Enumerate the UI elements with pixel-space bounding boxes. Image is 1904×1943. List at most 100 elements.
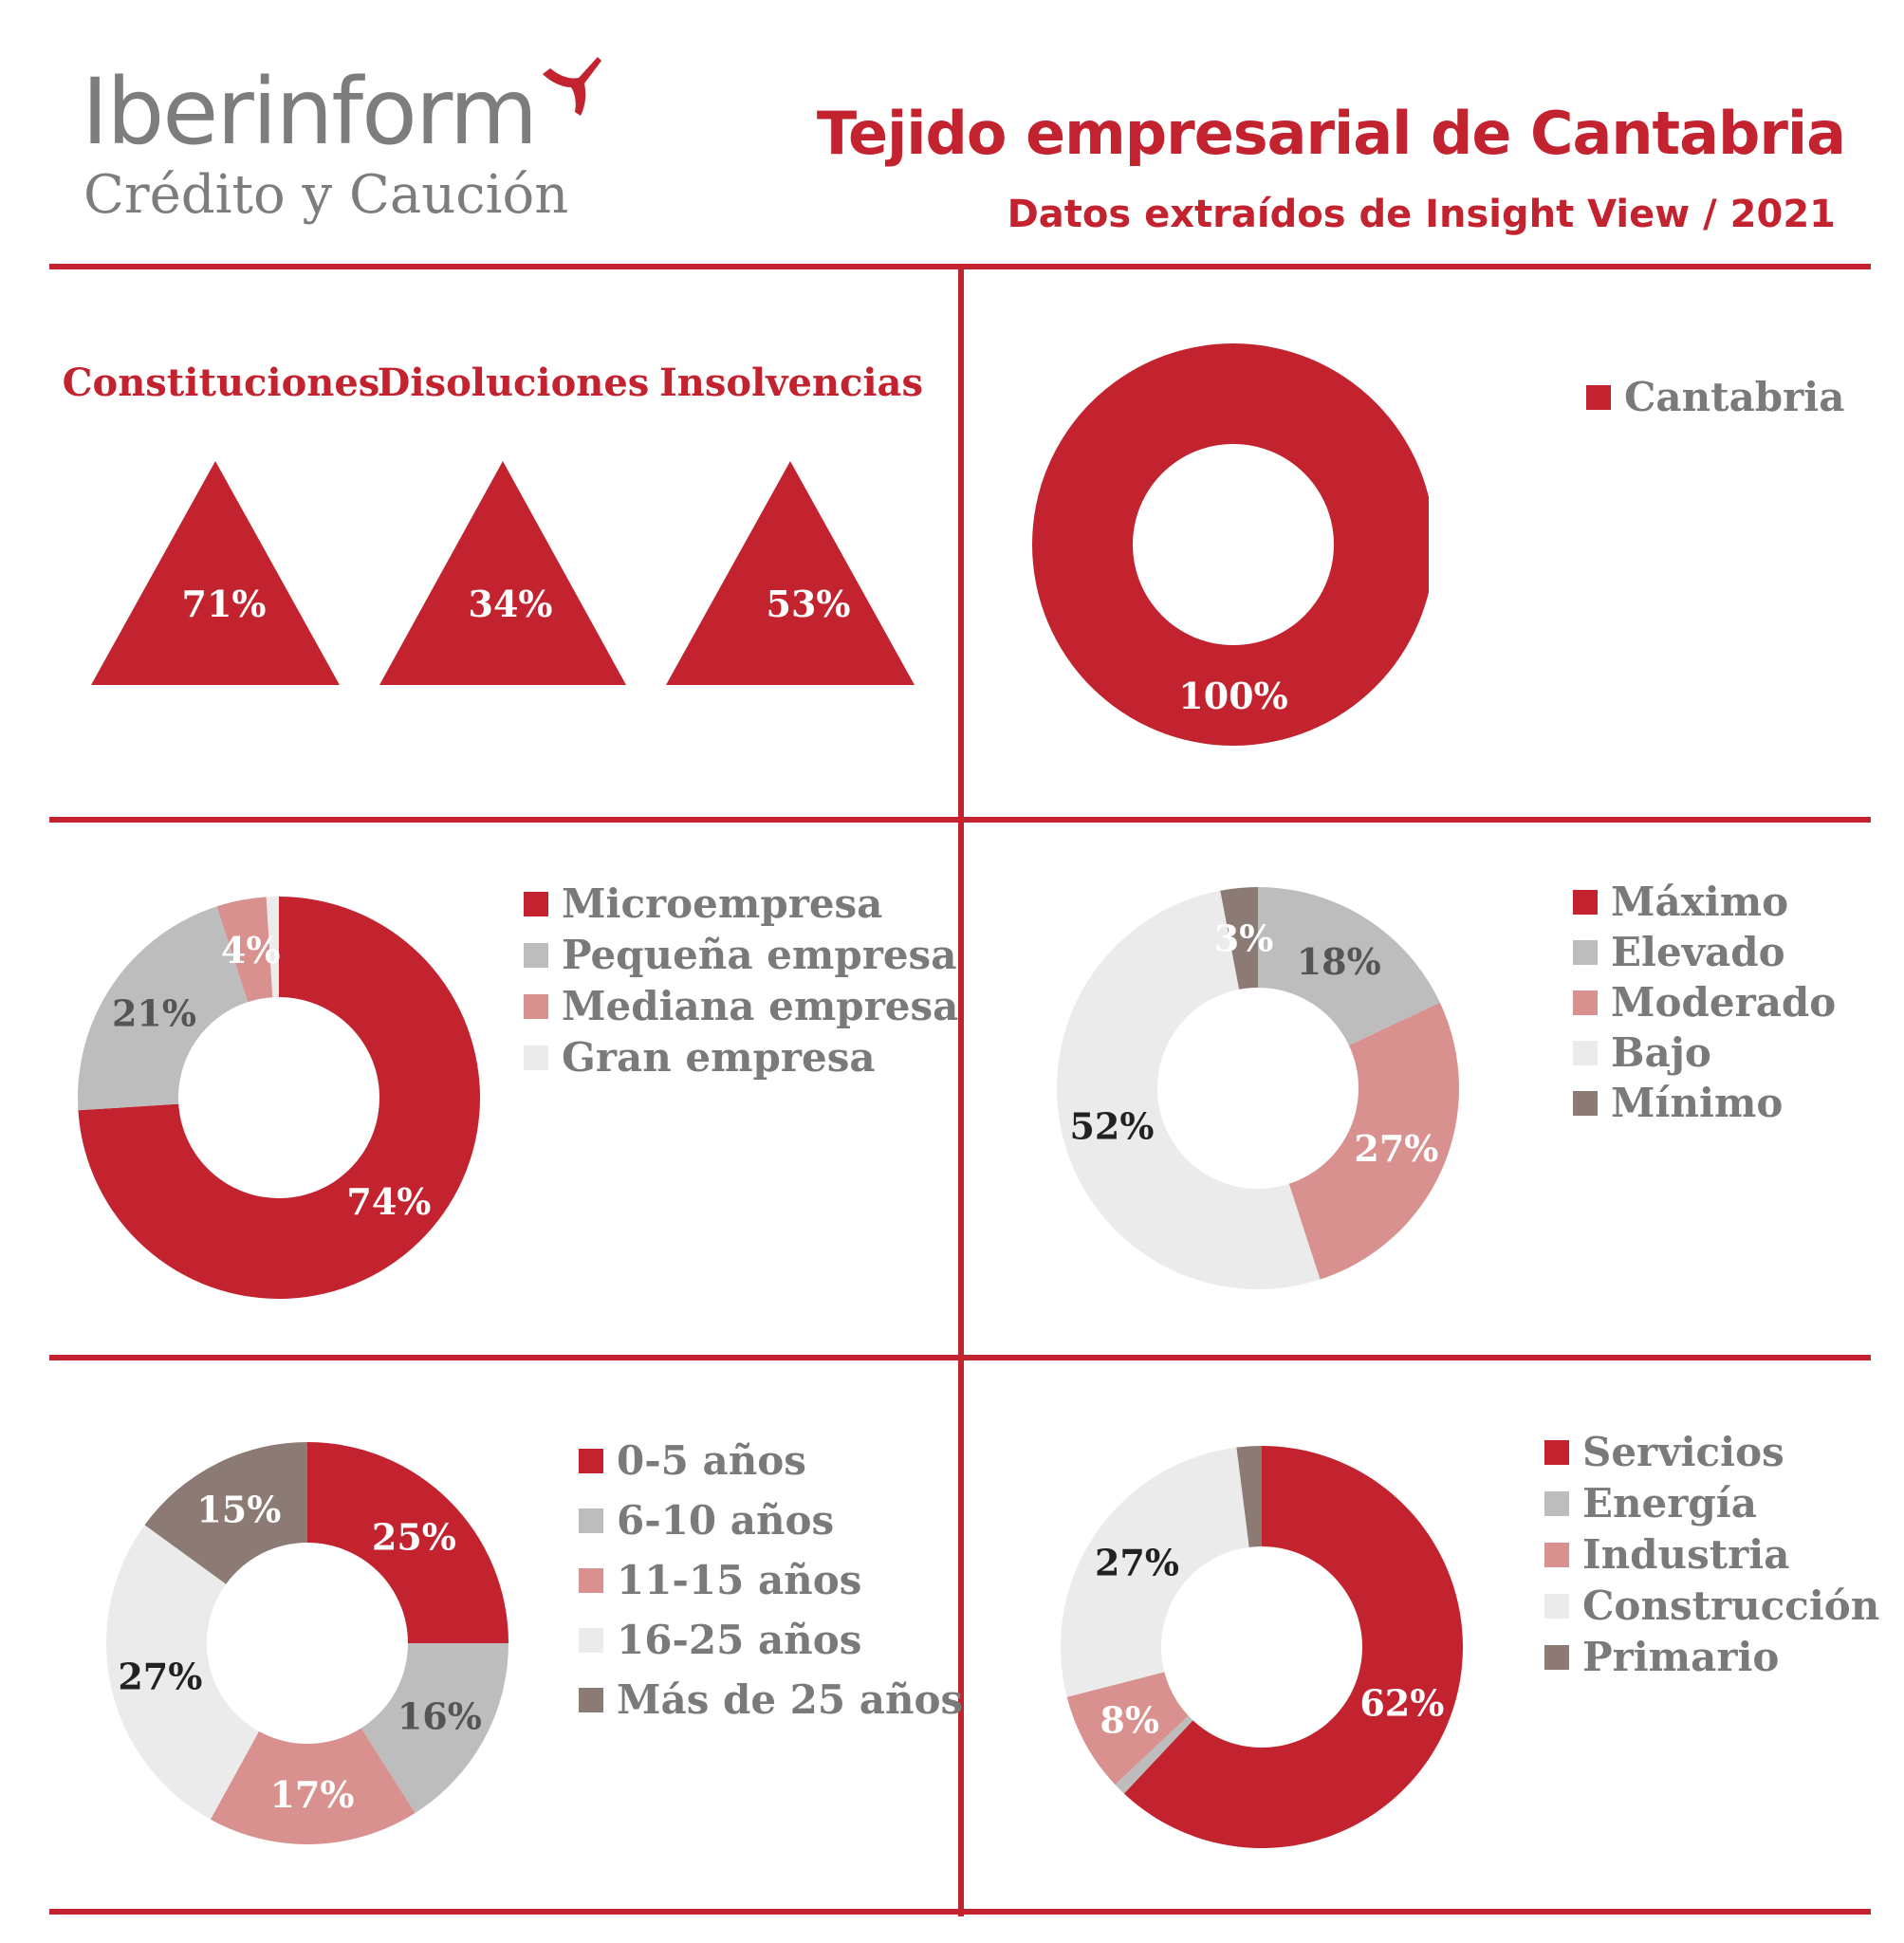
legend-label: 11-15 años bbox=[617, 1556, 862, 1603]
legend-tamano: Microempresa Pequeña empresa Mediana empre… bbox=[524, 879, 958, 1083]
triangle-insolvencias bbox=[666, 461, 915, 685]
legend-label: Industria bbox=[1582, 1531, 1790, 1578]
legend-item-elevado: Elevado bbox=[1573, 927, 1836, 977]
legend-swatch bbox=[524, 1046, 548, 1070]
slice-label-mas-de-25-anos: 15% bbox=[196, 1488, 281, 1530]
divider-top bbox=[49, 264, 1871, 269]
legend-swatch bbox=[1544, 1543, 1569, 1567]
slice-0-5-anos bbox=[307, 1442, 508, 1643]
legend-swatch bbox=[1544, 1491, 1569, 1516]
legend-item-0-5-anos: 0-5 años bbox=[579, 1431, 963, 1490]
legend-territorio: Cantabria bbox=[1586, 370, 1844, 425]
slice-label-moderado: 27% bbox=[1354, 1127, 1438, 1170]
donut-chart-sector: 62% 8% 27% bbox=[1061, 1446, 1463, 1848]
legend-item-microempresa: Microempresa bbox=[524, 879, 958, 930]
legend-swatch bbox=[1586, 385, 1611, 410]
logo-tagline: Crédito y Caución bbox=[83, 164, 569, 226]
legend-item-11-15-anos: 11-15 años bbox=[579, 1550, 963, 1610]
legend-swatch bbox=[1544, 1440, 1569, 1465]
slice-6-10-anos bbox=[360, 1643, 508, 1813]
triangle-value-disoluciones: 34% bbox=[469, 583, 553, 625]
slice-label-mediana-empresa: 4% bbox=[221, 929, 281, 972]
slice-construccion bbox=[1061, 1447, 1249, 1697]
page-title: Tejido empresarial de Cantabria bbox=[816, 99, 1846, 168]
legend-swatch bbox=[579, 1687, 603, 1712]
legend-item-bajo: Bajo bbox=[1573, 1027, 1836, 1078]
legend-swatch bbox=[579, 1627, 603, 1653]
slice-mas-de-25-anos bbox=[144, 1442, 307, 1584]
slice-servicios bbox=[1123, 1446, 1463, 1848]
slice-label-bajo: 52% bbox=[1069, 1105, 1154, 1148]
donut-chart-tamano: 74% 21% 4% bbox=[78, 897, 480, 1299]
slice-pequena-empresa bbox=[78, 906, 249, 1111]
slice-gran-empresa bbox=[266, 897, 279, 998]
legend-riesgo: Máximo Elevado Moderado Bajo Mínimo bbox=[1573, 877, 1836, 1128]
legend-item-moderado: Moderado bbox=[1573, 977, 1836, 1027]
slice-label-construccion: 27% bbox=[1095, 1542, 1179, 1584]
legend-item-6-10-anos: 6-10 años bbox=[579, 1490, 963, 1550]
slice-label-16-25-anos: 27% bbox=[118, 1656, 202, 1698]
legend-item-minimo: Mínimo bbox=[1573, 1078, 1836, 1128]
slice-microempresa bbox=[78, 897, 480, 1299]
legend-label: Pequeña empresa bbox=[562, 932, 957, 978]
legend-label: Elevado bbox=[1611, 928, 1785, 975]
slice-moderado bbox=[1288, 1002, 1459, 1280]
legend-sector: Servicios Energía Industria Construcción Pri… bbox=[1544, 1427, 1879, 1683]
triangle-disoluciones bbox=[379, 461, 626, 685]
slice-mediana-empresa bbox=[216, 897, 273, 1003]
legend-label: Energía bbox=[1582, 1480, 1757, 1527]
triangle-label-constituciones: Constituciones bbox=[62, 361, 380, 405]
slice-bajo bbox=[1057, 890, 1321, 1289]
legend-label: Moderado bbox=[1611, 978, 1837, 1026]
slice-label-pequena-empresa: 21% bbox=[112, 992, 196, 1035]
legend-item-maximo: Máximo bbox=[1573, 877, 1836, 927]
legend-item-energia: Energía bbox=[1544, 1478, 1879, 1529]
legend-label: Gran empresa bbox=[562, 1034, 876, 1081]
triangles-svg: 71% 34% 53% bbox=[91, 461, 915, 685]
slice-industria bbox=[1066, 1672, 1189, 1786]
legend-item-16-25-anos: 16-25 años bbox=[579, 1610, 963, 1670]
slice-label-elevado: 18% bbox=[1297, 940, 1381, 983]
slice-elevado bbox=[1258, 887, 1440, 1046]
legend-label: Construcción bbox=[1582, 1582, 1880, 1629]
legend-swatch bbox=[579, 1448, 603, 1473]
legend-label: Mediana empresa bbox=[562, 983, 959, 1029]
slice-label-6-10-anos: 16% bbox=[397, 1695, 482, 1738]
legend-label: Cantabria bbox=[1624, 374, 1845, 420]
legend-item-servicios: Servicios bbox=[1544, 1427, 1879, 1478]
triangle-label-disoluciones: Disoluciones bbox=[377, 361, 650, 405]
page-subtitle: Datos extraídos de Insight View / 2021 bbox=[1007, 193, 1836, 236]
donut-chart-territorio: 100% bbox=[1032, 343, 1429, 746]
legend-label: 0-5 años bbox=[617, 1436, 806, 1484]
legend-item-pequena-empresa: Pequeña empresa bbox=[524, 930, 958, 981]
legend-swatch bbox=[579, 1567, 603, 1593]
legend-label: 16-25 años bbox=[617, 1616, 862, 1663]
legend-label: Bajo bbox=[1611, 1028, 1711, 1076]
legend-swatch bbox=[524, 943, 548, 968]
legend-swatch bbox=[1544, 1645, 1569, 1670]
triangle-value-constituciones: 71% bbox=[182, 583, 267, 625]
slice-label-0-5-anos: 25% bbox=[372, 1516, 456, 1559]
legend-antiguedad: 0-5 años 6-10 años 11-15 años 16-25 años Más… bbox=[579, 1431, 963, 1730]
plane-logo-icon bbox=[543, 57, 601, 116]
slice-16-25-anos bbox=[105, 1525, 259, 1820]
divider-vertical bbox=[958, 268, 964, 1916]
slice-11-15-anos bbox=[210, 1728, 416, 1844]
slice-cantabria bbox=[1032, 343, 1429, 746]
donut-chart-antiguedad: 25% 16% 17% 27% 15% bbox=[105, 1442, 508, 1844]
donut-chart-riesgo: 18% 27% 52% 3% bbox=[1057, 887, 1459, 1289]
legend-label: Mínimo bbox=[1611, 1079, 1784, 1126]
legend-swatch bbox=[579, 1508, 603, 1533]
slice-label-cantabria: 100% bbox=[1178, 675, 1287, 717]
legend-swatch bbox=[1573, 990, 1598, 1015]
legend-label: Servicios bbox=[1582, 1429, 1784, 1475]
slice-minimo bbox=[1220, 887, 1258, 990]
legend-label: Primario bbox=[1582, 1634, 1780, 1680]
legend-swatch bbox=[1573, 1090, 1598, 1116]
legend-swatch bbox=[1573, 939, 1598, 965]
slice-label-minimo: 3% bbox=[1214, 917, 1274, 960]
legend-swatch bbox=[1544, 1594, 1569, 1619]
legend-swatch bbox=[1573, 889, 1598, 915]
legend-swatch bbox=[524, 994, 548, 1019]
legend-swatch bbox=[1573, 1040, 1598, 1065]
